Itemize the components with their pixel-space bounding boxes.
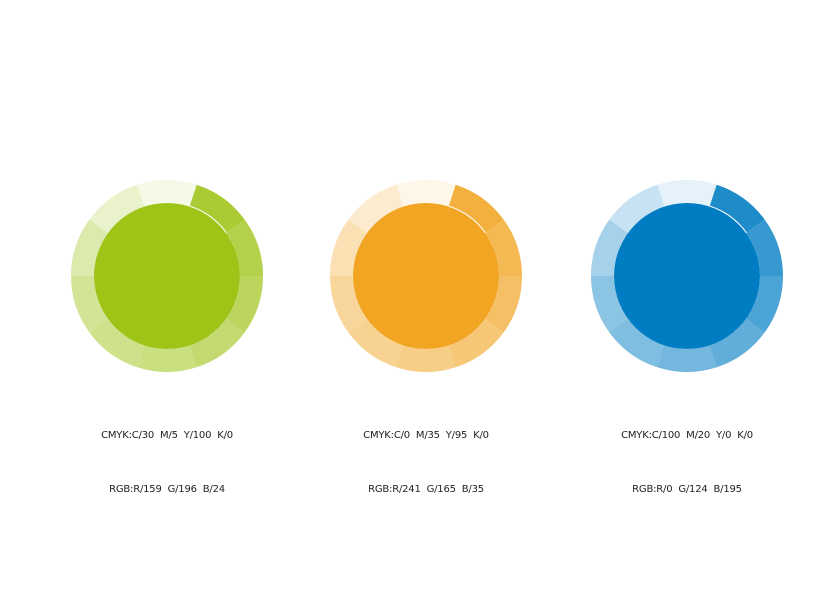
- color-disc: [94, 203, 240, 349]
- cmyk-value: CMYK:C/100 M/20 Y/0 K/0: [621, 430, 753, 441]
- ring-segment: [709, 318, 765, 368]
- ring-segment: [591, 276, 628, 333]
- ring-segment: [591, 219, 628, 276]
- ring-segment: [348, 318, 404, 368]
- ring-segment: [189, 184, 245, 233]
- ring-segment: [485, 276, 522, 333]
- ring-segment: [709, 184, 765, 233]
- swatch-blue: CMYK:C/100 M/20 Y/0 K/0 RGB:R/0 G/124 B/…: [587, 178, 787, 535]
- color-wheel-orange: [330, 180, 522, 372]
- ring-segment: [396, 345, 456, 372]
- ring-segment: [330, 276, 367, 333]
- color-wheel-blue: [591, 180, 783, 372]
- swatch-green: CMYK:C/30 M/5 Y/100 K/0 RGB:R/159 G/196 …: [67, 178, 267, 535]
- ring-segment: [137, 345, 197, 372]
- ring-segment: [657, 345, 717, 372]
- color-wheel-green: [71, 180, 263, 372]
- rgb-value: RGB:R/159 G/196 B/24: [109, 484, 225, 495]
- ring-segment: [71, 276, 108, 333]
- ring-segment: [396, 180, 456, 207]
- rgb-value: RGB:R/241 G/165 B/35: [368, 484, 484, 495]
- ring-segment: [609, 318, 665, 368]
- rgb-value: RGB:R/0 G/124 B/195: [632, 484, 742, 495]
- cmyk-value: CMYK:C/30 M/5 Y/100 K/0: [101, 430, 233, 441]
- cmyk-value: CMYK:C/0 M/35 Y/95 K/0: [363, 430, 489, 441]
- swatch-orange: CMYK:C/0 M/35 Y/95 K/0 RGB:R/241 G/165 B…: [326, 178, 526, 535]
- ring-segment: [746, 219, 783, 276]
- ring-segment: [746, 276, 783, 333]
- color-disc: [353, 203, 499, 349]
- ring-segment: [189, 318, 245, 368]
- ring-segment: [609, 184, 665, 234]
- ring-segment: [657, 180, 717, 207]
- ring-segment: [89, 318, 145, 368]
- ring-segment: [348, 184, 404, 234]
- color-disc: [614, 203, 760, 349]
- ring-segment: [448, 184, 504, 233]
- ring-segment: [89, 184, 145, 234]
- ring-segment: [71, 219, 108, 276]
- ring-segment: [330, 219, 367, 276]
- ring-segment: [226, 219, 263, 276]
- ring-segment: [226, 276, 263, 333]
- ring-segment: [485, 219, 522, 276]
- ring-segment: [448, 318, 504, 368]
- ring-segment: [137, 180, 197, 207]
